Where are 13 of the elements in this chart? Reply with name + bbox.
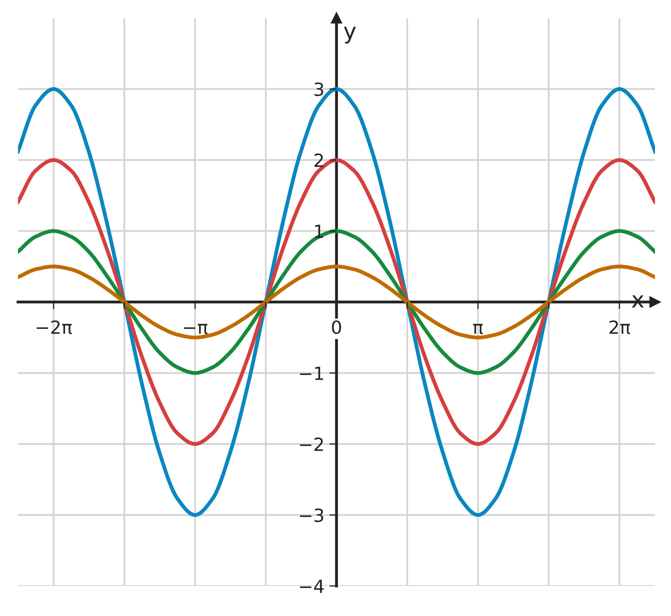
y-tick-label: 3 bbox=[314, 82, 324, 96]
x-tick-label: π bbox=[473, 324, 483, 334]
x-tick-label: −π bbox=[184, 324, 208, 334]
y-tick-label: −4 bbox=[300, 580, 324, 593]
x-tick-label: −2π bbox=[36, 320, 72, 334]
x-tick-label: 0 bbox=[332, 320, 342, 334]
y-tick-label: 1 bbox=[315, 224, 324, 238]
y-tick-label: −3 bbox=[300, 508, 324, 522]
y-tick-label: 2 bbox=[314, 153, 323, 167]
y-tick-label: −2 bbox=[300, 437, 323, 451]
y-axis-title: y bbox=[344, 26, 356, 44]
y-tick-label: −1 bbox=[300, 366, 324, 380]
x-tick-label: 2π bbox=[610, 320, 630, 334]
